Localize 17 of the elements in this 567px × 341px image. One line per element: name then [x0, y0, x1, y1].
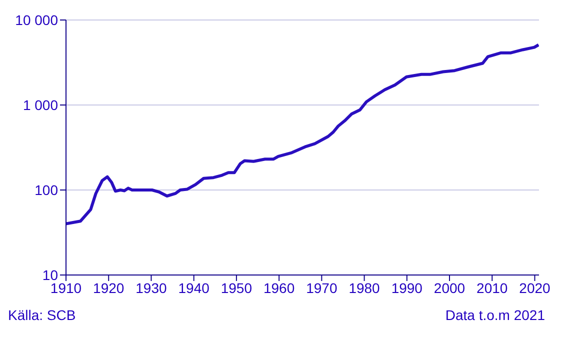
y-tick-label: 10 000: [15, 12, 58, 28]
x-tick-label: 1970: [306, 280, 338, 296]
y-tick-label: 1 000: [22, 96, 58, 113]
x-tick-label: 1930: [136, 280, 168, 296]
x-tick-label: 1940: [178, 280, 210, 296]
x-tick-label: 1980: [348, 280, 380, 296]
y-tick-label: 100: [34, 182, 58, 198]
x-tick-label: 2010: [476, 280, 508, 296]
x-tick-label: 1950: [220, 280, 252, 296]
text: Data t.o.m 2021: [445, 307, 545, 323]
x-tick-label: 2000: [434, 280, 466, 296]
text: Källa: SCB: [8, 307, 76, 323]
x-tick-label: 1990: [391, 280, 423, 296]
line-series: [66, 43, 539, 226]
x-tick-label: 1960: [263, 280, 295, 296]
x-tick-label: 2020: [519, 280, 551, 296]
x-tick-label: 1920: [93, 280, 124, 296]
